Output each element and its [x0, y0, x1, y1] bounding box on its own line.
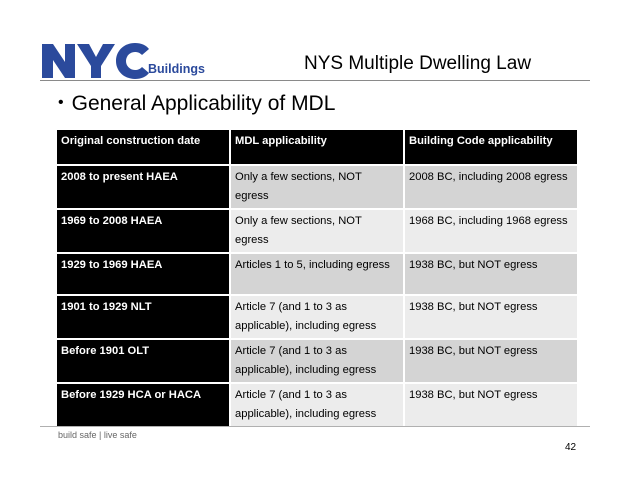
cell-mdl-applicability: Only a few sections, NOT egress: [231, 166, 405, 210]
footer-tagline: build safe | live safe: [58, 430, 137, 440]
nyc-buildings-logo: Buildings: [40, 38, 210, 84]
cell-construction-date: 1901 to 1929 NLT: [57, 296, 231, 340]
nyc-logo-mark: [42, 43, 149, 79]
applicability-table: Original construction date MDL applicabi…: [57, 130, 577, 428]
title-divider: [40, 80, 590, 81]
bullet-heading: • General Applicability of MDL: [58, 92, 335, 116]
cell-construction-date: 2008 to present HAEA: [57, 166, 231, 210]
slide-title: NYS Multiple Dwelling Law: [304, 53, 532, 74]
cell-building-code: 2008 BC, including 2008 egress: [405, 166, 577, 210]
cell-building-code: 1938 BC, but NOT egress: [405, 296, 577, 340]
header-mdl-applicability: MDL applicability: [231, 130, 405, 166]
table-row: Before 1901 OLT Article 7 (and 1 to 3 as…: [57, 340, 577, 384]
footer-divider: [40, 426, 590, 427]
cell-mdl-applicability: Article 7 (and 1 to 3 as applicable), in…: [231, 340, 405, 384]
header-building-code: Building Code applicability: [405, 130, 577, 166]
cell-construction-date: Before 1901 OLT: [57, 340, 231, 384]
cell-building-code: 1968 BC, including 1968 egress: [405, 210, 577, 254]
cell-mdl-applicability: Article 7 (and 1 to 3 as applicable), in…: [231, 296, 405, 340]
footer-left: build safe: [58, 430, 97, 440]
cell-construction-date: Before 1929 HCA or HACA: [57, 384, 231, 428]
page-number: 42: [565, 442, 577, 453]
bullet-text: General Applicability of MDL: [71, 92, 336, 115]
cell-construction-date: 1969 to 2008 HAEA: [57, 210, 231, 254]
table-row: 1969 to 2008 HAEA Only a few sections, N…: [57, 210, 577, 254]
cell-construction-date: 1929 to 1969 HAEA: [57, 254, 231, 296]
cell-mdl-applicability: Articles 1 to 5, including egress: [231, 254, 405, 296]
cell-building-code: 1938 BC, but NOT egress: [405, 384, 577, 428]
table-header-row: Original construction date MDL applicabi…: [57, 130, 577, 166]
logo-subtitle: Buildings: [148, 62, 205, 76]
table-row: 1901 to 1929 NLT Article 7 (and 1 to 3 a…: [57, 296, 577, 340]
cell-mdl-applicability: Article 7 (and 1 to 3 as applicable), in…: [231, 384, 405, 428]
table-row: Before 1929 HCA or HACA Article 7 (and 1…: [57, 384, 577, 428]
table-row: 1929 to 1969 HAEA Articles 1 to 5, inclu…: [57, 254, 577, 296]
cell-building-code: 1938 BC, but NOT egress: [405, 340, 577, 384]
header-construction-date: Original construction date: [57, 130, 231, 166]
footer-separator: |: [99, 430, 102, 440]
cell-building-code: 1938 BC, but NOT egress: [405, 254, 577, 296]
cell-mdl-applicability: Only a few sections, NOT egress: [231, 210, 405, 254]
footer-right: live safe: [103, 430, 137, 440]
table-row: 2008 to present HAEA Only a few sections…: [57, 166, 577, 210]
bullet-dot-icon: •: [58, 94, 64, 111]
